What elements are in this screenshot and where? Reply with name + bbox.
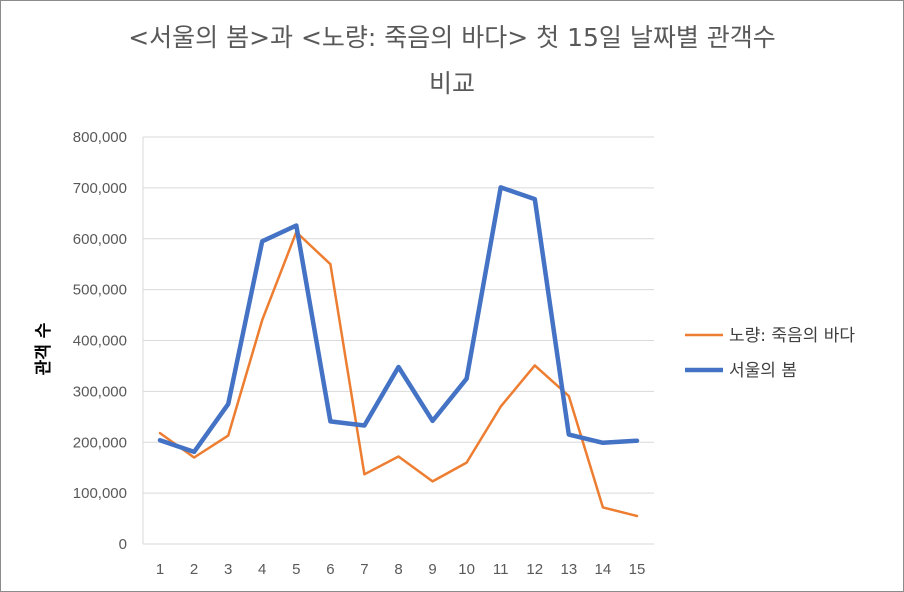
- chart-title-line1: <서울의 봄>과 <노량: 죽음의 바다> 첫 15일 날짜별 관객수: [128, 23, 776, 52]
- grid-layer: [143, 136, 654, 494]
- x-tick-label: 7: [360, 561, 368, 578]
- x-tick-label: 5: [292, 561, 300, 578]
- x-tick-label: 1: [156, 561, 164, 578]
- x-tick-label: 2: [190, 561, 198, 578]
- x-tick-label: 6: [326, 561, 334, 578]
- series-line-1: [158, 230, 639, 518]
- y-tick-label: 0: [119, 536, 127, 553]
- series-line-2: [157, 185, 640, 455]
- y-tick-label: 500,000: [73, 282, 127, 299]
- y-tick-label: 700,000: [73, 180, 127, 197]
- x-tick-label: 9: [428, 561, 436, 578]
- legend-label: 서울의 봄: [729, 361, 797, 381]
- x-tick-label: 13: [560, 561, 577, 578]
- legend-label: 노량: 죽음의 바다: [729, 326, 855, 346]
- x-tick-label: 11: [493, 561, 509, 578]
- y-tick-label: 600,000: [73, 231, 127, 248]
- x-tick-label: 15: [629, 561, 646, 578]
- x-tick-label: 3: [224, 561, 232, 578]
- x-tick-label: 10: [458, 561, 475, 578]
- y-tick-label: 200,000: [73, 434, 127, 451]
- chart-title-line2: 비교: [428, 69, 475, 98]
- x-tick-label: 4: [258, 561, 266, 578]
- y-tick-label: 400,000: [73, 333, 127, 350]
- axis-layer: 0 100,000 200,000 300,000 400,000 500,000 600,…: [73, 129, 654, 578]
- y-tick-label: 100,000: [73, 485, 127, 502]
- series-layer: [157, 185, 640, 518]
- y-axis-label: 관객 수: [34, 322, 54, 375]
- x-tick-label: 12: [526, 561, 543, 578]
- y-tick-label: 800,000: [73, 129, 127, 146]
- y-tick-label: 300,000: [73, 383, 127, 400]
- x-tick-label: 14: [595, 561, 612, 578]
- x-tick-label: 8: [394, 561, 402, 578]
